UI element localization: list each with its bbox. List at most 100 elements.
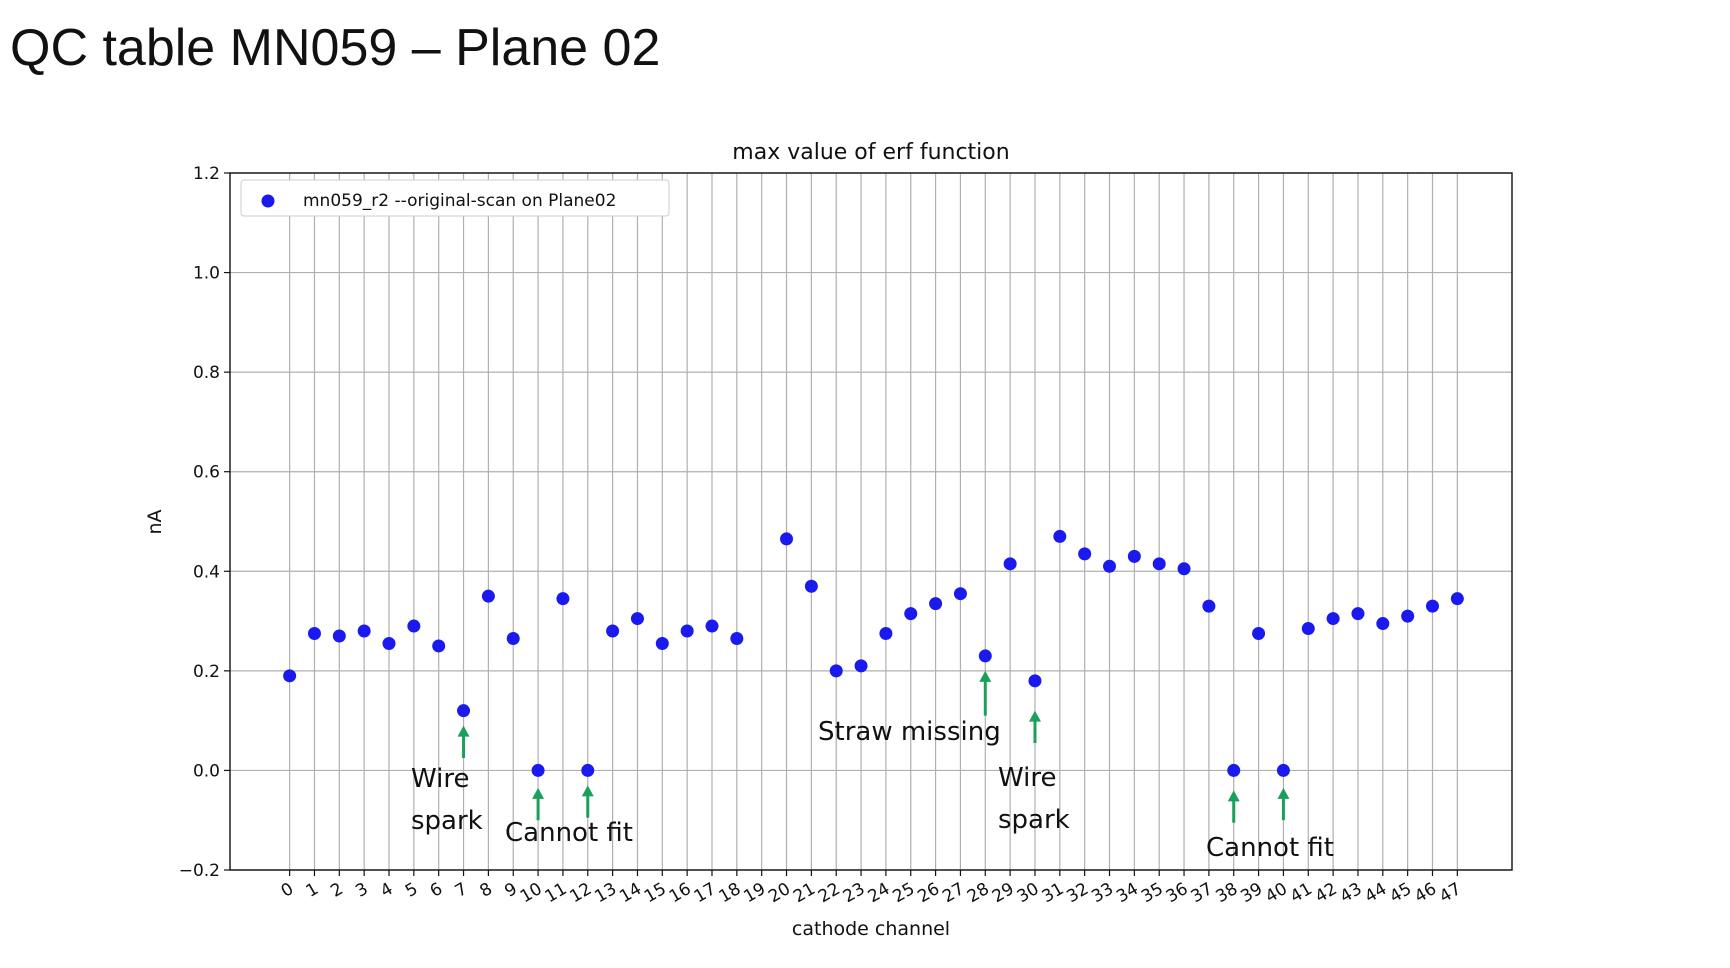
- data-point: [1301, 622, 1315, 636]
- slide-title: QC table MN059 – Plane 02: [10, 19, 661, 77]
- x-tick-label: 5: [402, 879, 421, 902]
- data-point: [1276, 763, 1290, 777]
- data-point: [1450, 592, 1464, 606]
- arrow-head: [1277, 787, 1290, 799]
- data-point: [407, 619, 421, 633]
- data-point: [1028, 674, 1042, 688]
- y-tick-label: 0.0: [193, 761, 220, 781]
- x-tick-label: 12: [567, 879, 596, 907]
- x-tick-label: 20: [765, 879, 794, 907]
- data-point: [904, 607, 918, 621]
- data-point: [1376, 617, 1390, 631]
- data-point: [929, 597, 943, 611]
- x-tick-label: 10: [517, 879, 546, 907]
- data-point: [556, 592, 570, 606]
- x-tick-label: 23: [840, 879, 869, 907]
- annotation-3: [1028, 710, 1041, 744]
- x-tick-label: 46: [1411, 879, 1440, 907]
- data-point: [705, 619, 719, 633]
- annotation-label: Cannot fit: [1206, 833, 1334, 863]
- x-tick-label: 19: [740, 879, 769, 907]
- data-point: [1202, 599, 1216, 613]
- data-point: [978, 649, 992, 663]
- x-tick-label: 33: [1088, 879, 1117, 907]
- x-tick-label: 39: [1237, 879, 1266, 907]
- x-tick-label: 41: [1287, 879, 1316, 907]
- arrow-head: [532, 787, 545, 799]
- x-tick-label: 43: [1337, 879, 1366, 907]
- arrow-head: [1028, 710, 1041, 722]
- x-axis-ticks: 0 1 2 3 4 5 6 7 8 9101112131415161718192021222324…: [278, 870, 1465, 907]
- x-tick-label: 7: [452, 879, 471, 902]
- data-point: [606, 624, 620, 638]
- y-tick-label: 0.6: [193, 463, 220, 483]
- arrow-head: [1227, 790, 1240, 802]
- x-tick-label: 32: [1063, 879, 1092, 907]
- data-point: [1152, 557, 1166, 571]
- annotations: Wire spark Cannot fit Straw missing Wire spar…: [411, 670, 1334, 863]
- x-tick-label: 28: [964, 879, 993, 907]
- x-tick-label: 47: [1436, 879, 1465, 907]
- legend: mn059_r2 --original-scan on Plane02: [240, 179, 670, 217]
- data-point: [1053, 529, 1067, 543]
- x-tick-label: 36: [1163, 879, 1192, 907]
- arrow-head: [979, 670, 992, 682]
- y-tick-label: 0.4: [193, 562, 220, 582]
- x-tick-label: 14: [616, 879, 645, 907]
- x-tick-label: 1: [303, 879, 322, 902]
- data-point: [283, 669, 297, 683]
- x-tick-label: 31: [1039, 879, 1068, 907]
- data-point: [506, 631, 520, 645]
- annotation-label: Wire: [411, 764, 469, 794]
- y-tick-label: 1.2: [193, 164, 220, 184]
- annotation-label: spark: [411, 806, 483, 836]
- x-tick-label: 0: [278, 879, 297, 902]
- chart-title: max value of erf function: [732, 140, 1009, 165]
- data-point: [307, 627, 321, 641]
- data-point: [481, 589, 495, 603]
- legend-label: mn059_r2 --original-scan on Plane02: [303, 191, 616, 211]
- x-tick-label: 45: [1386, 879, 1415, 907]
- data-point: [655, 636, 669, 650]
- data-point: [804, 579, 818, 593]
- data-points: [283, 529, 1464, 777]
- x-tick-label: 4: [377, 879, 396, 902]
- data-point: [1401, 609, 1415, 623]
- annotation-label: Wire: [998, 763, 1056, 793]
- data-point: [357, 624, 371, 638]
- grid-lines: [230, 172, 1512, 871]
- data-point: [1177, 562, 1191, 576]
- x-tick-label: 2: [327, 879, 346, 902]
- legend-box: [240, 179, 670, 217]
- plot-frame: [229, 172, 1513, 871]
- data-point: [730, 631, 744, 645]
- annotation-label: spark: [998, 805, 1070, 835]
- x-tick-label: 35: [1138, 879, 1167, 907]
- data-point: [382, 636, 396, 650]
- data-point: [630, 612, 644, 626]
- data-point: [879, 627, 893, 641]
- y-axis-label: nA: [144, 509, 166, 534]
- x-tick-label: 13: [591, 879, 620, 907]
- data-point: [1003, 557, 1017, 571]
- x-tick-label: 16: [666, 879, 695, 907]
- data-point: [854, 659, 868, 673]
- x-tick-label: 44: [1362, 879, 1391, 907]
- x-tick-label: 11: [542, 879, 571, 907]
- x-tick-label: 26: [914, 879, 943, 907]
- data-point: [332, 629, 346, 643]
- x-tick-label: 18: [716, 879, 745, 907]
- data-point: [1252, 627, 1266, 641]
- x-tick-label: 40: [1262, 879, 1291, 907]
- data-point: [1078, 547, 1092, 561]
- data-point: [1227, 763, 1241, 777]
- x-tick-label: 8: [477, 879, 496, 902]
- data-point: [780, 532, 794, 546]
- annotation-label: Cannot fit: [505, 818, 633, 848]
- x-tick-label: 29: [989, 879, 1018, 907]
- arrow-head: [581, 785, 594, 797]
- x-tick-label: 3: [352, 879, 371, 902]
- annotation-0: [457, 725, 470, 758]
- arrow-head: [457, 725, 470, 737]
